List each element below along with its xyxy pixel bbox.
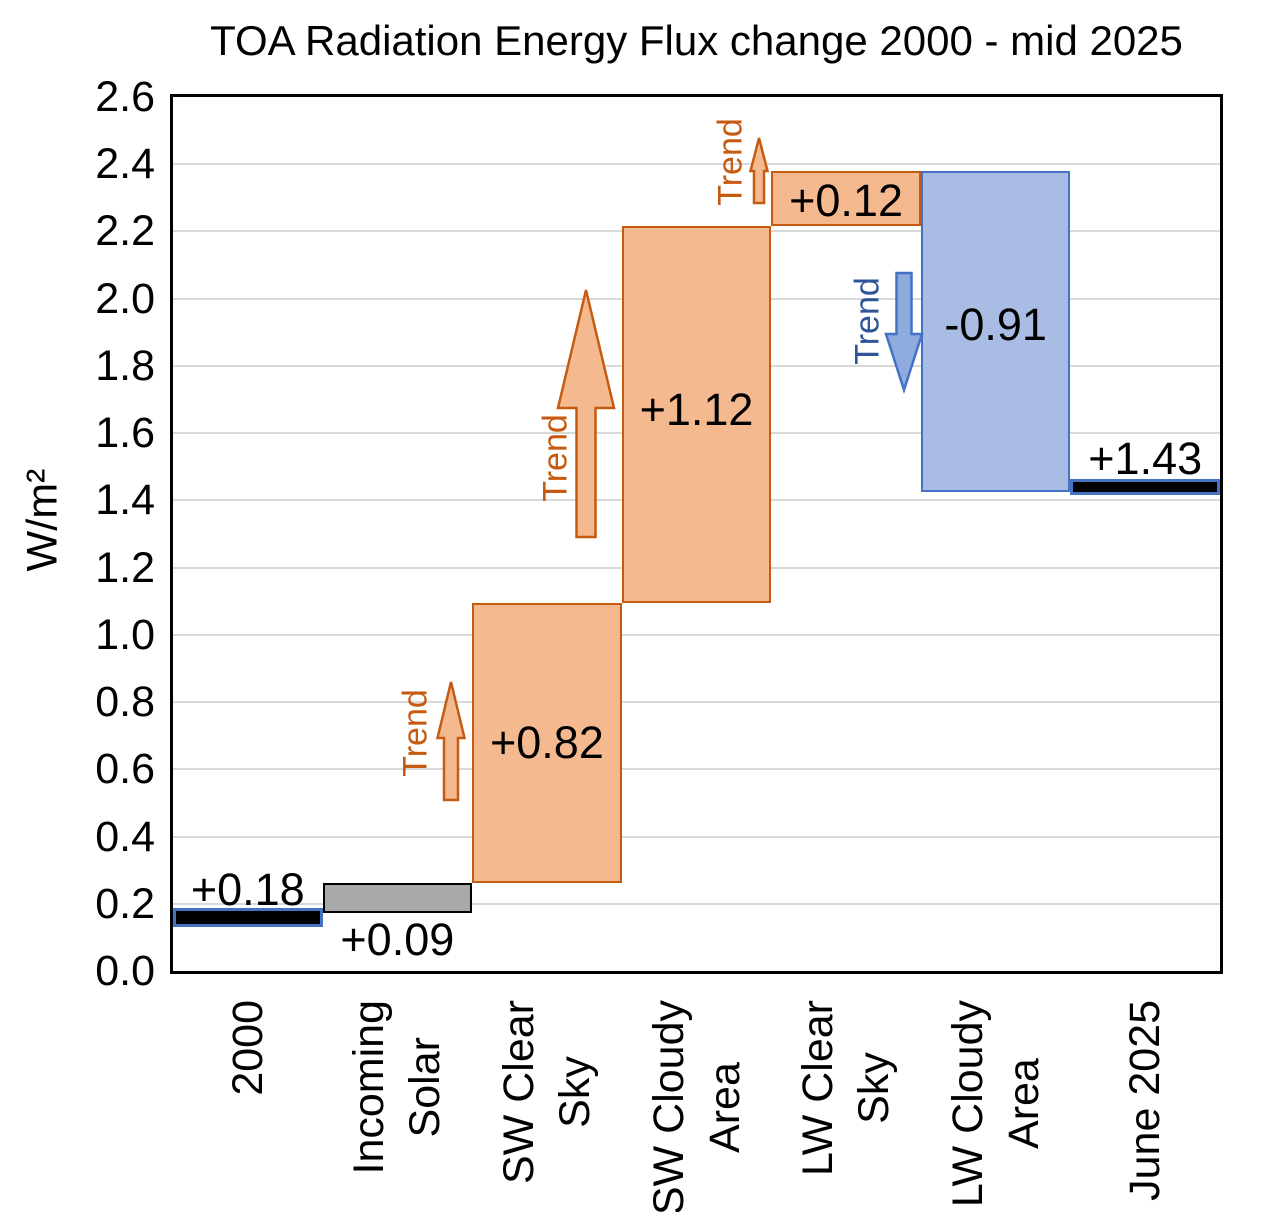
- y-tick-label: 2.4: [95, 140, 155, 189]
- y-tick-label: 0.2: [95, 879, 155, 928]
- bar-value-label-sw-clear-sky: +0.82: [489, 717, 604, 769]
- bar-lw-cloudy-area: [920, 170, 1071, 492]
- bar-sw-cloudy-area: [621, 226, 772, 603]
- trend-arrow-up-icon: [748, 137, 770, 205]
- x-axis-label-2000: 2000: [223, 1000, 272, 1096]
- bar-incoming-solar: [322, 882, 473, 914]
- chart-title: TOA Radiation Energy Flux change 2000 - …: [210, 17, 1183, 64]
- gridline: [173, 902, 1220, 905]
- y-tick-label: 2.6: [95, 73, 155, 121]
- bar-lw-clear-sky: [771, 170, 921, 227]
- y-tick-label: 1.6: [95, 409, 155, 458]
- bar-value-label-sw-cloudy-area: +1.12: [639, 383, 754, 435]
- x-axis-label-lw-cloudy-area: LW Cloudy Area: [943, 1000, 1048, 1208]
- y-tick-label: 2.0: [95, 274, 155, 323]
- y-tick-label: 1.8: [95, 341, 155, 390]
- bar-value-label-lw-clear-sky: +0.12: [789, 174, 903, 226]
- y-tick-label: 0.6: [95, 745, 155, 794]
- y-tick-label: 2.2: [95, 207, 155, 256]
- y-tick-label: 0.4: [95, 812, 155, 861]
- gridline: [173, 835, 1220, 838]
- y-tick-label: 0.0: [95, 947, 155, 995]
- bar-june-2025: [1070, 479, 1220, 496]
- gridline: [173, 633, 1220, 636]
- trend-label: Trend: [711, 118, 750, 206]
- gridline: [173, 701, 1220, 704]
- x-axis-label-sw-clear-sky: SW Clear Sky: [494, 1000, 599, 1184]
- trend-label: Trend: [848, 277, 887, 365]
- x-axis-label-lw-clear-sky: LW Clear Sky: [794, 1000, 899, 1177]
- bar-value-label-incoming-solar: +0.09: [340, 914, 455, 966]
- trend-arrow-up-icon: [435, 681, 467, 802]
- x-axis-label-sw-cloudy-area: SW Cloudy Area: [644, 1000, 749, 1212]
- y-tick-label: 1.0: [95, 610, 155, 659]
- y-tick-label: 0.8: [95, 678, 155, 727]
- bar-value-label-june-2025: +1.43: [1088, 433, 1203, 485]
- x-axis-label-incoming-solar: Incoming Solar: [345, 1000, 450, 1175]
- bar-value-label-lw-cloudy-area: -0.91: [944, 298, 1047, 350]
- y-tick-label: 1.4: [95, 476, 155, 525]
- bar-sw-clear-sky: [472, 602, 622, 883]
- trend-label: Trend: [396, 689, 435, 777]
- trend-arrow-down-icon: [884, 271, 924, 395]
- x-axis-label-june-2025: June 2025: [1121, 1000, 1170, 1201]
- y-tick-label: 1.2: [95, 543, 155, 592]
- gridline: [173, 163, 1220, 166]
- trend-label: Trend: [536, 414, 575, 502]
- bar-2000: [173, 908, 323, 927]
- bar-value-label-2000: +0.18: [190, 863, 305, 915]
- gridline: [173, 768, 1220, 771]
